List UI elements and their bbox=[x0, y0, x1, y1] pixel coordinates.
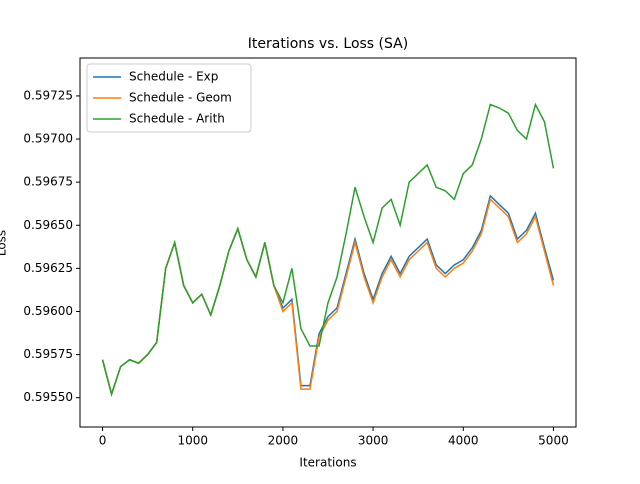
y-tick-label: 0.59700 bbox=[23, 132, 73, 146]
x-tick-label: 2000 bbox=[268, 434, 299, 448]
plot-frame bbox=[79, 57, 577, 428]
y-tick-label: 0.59675 bbox=[23, 175, 73, 189]
legend-label: Schedule - Exp bbox=[129, 70, 218, 84]
x-axis-label: Iterations bbox=[299, 456, 356, 470]
legend-box bbox=[86, 63, 252, 133]
x-tick-label: 3000 bbox=[358, 434, 389, 448]
y-tick-label: 0.59600 bbox=[23, 304, 73, 318]
series-line bbox=[101, 102, 555, 397]
x-tick-label: 1000 bbox=[177, 434, 208, 448]
y-tick-label: 0.59550 bbox=[23, 390, 73, 404]
y-tick-label: 0.59575 bbox=[23, 347, 73, 361]
y-tick-label: 0.59650 bbox=[23, 218, 73, 232]
x-tick-label: 5000 bbox=[538, 434, 569, 448]
y-tick-label: 0.59625 bbox=[23, 261, 73, 275]
x-tick-label: 4000 bbox=[448, 434, 479, 448]
x-tick-label: 0 bbox=[99, 434, 107, 448]
y-tick-label: 0.59725 bbox=[23, 88, 73, 102]
chart-title: Iterations vs. Loss (SA) bbox=[248, 36, 408, 52]
legend-label: Schedule - Geom bbox=[129, 91, 232, 105]
legend-label: Schedule - Arith bbox=[129, 112, 225, 126]
y-axis-label: Loss bbox=[0, 230, 9, 256]
